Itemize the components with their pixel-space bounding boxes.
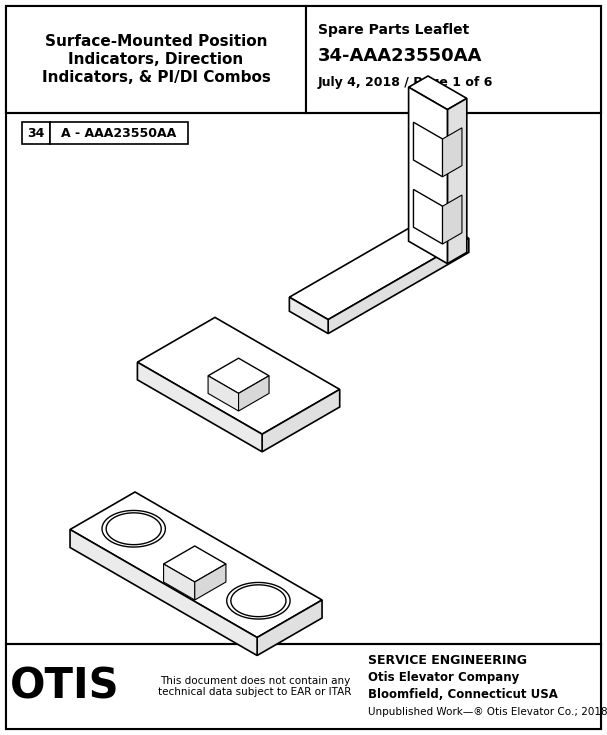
Polygon shape bbox=[208, 376, 239, 411]
Text: This document does not contain any
technical data subject to EAR or ITAR: This document does not contain any techn… bbox=[158, 675, 351, 698]
Polygon shape bbox=[106, 513, 161, 545]
Polygon shape bbox=[290, 297, 328, 334]
Polygon shape bbox=[290, 230, 469, 334]
Polygon shape bbox=[163, 564, 195, 600]
Polygon shape bbox=[227, 582, 290, 619]
Bar bbox=[22, 122, 50, 144]
Text: 34: 34 bbox=[27, 126, 45, 140]
Text: Spare Parts Leaflet: Spare Parts Leaflet bbox=[318, 23, 469, 37]
Polygon shape bbox=[163, 546, 226, 582]
Text: A - AAA23550AA: A - AAA23550AA bbox=[61, 126, 177, 140]
Polygon shape bbox=[409, 87, 447, 264]
Polygon shape bbox=[137, 318, 340, 434]
Bar bbox=[306, 6, 601, 113]
Text: SERVICE ENGINEERING: SERVICE ENGINEERING bbox=[368, 653, 527, 667]
Polygon shape bbox=[447, 98, 467, 264]
Text: Indicators, & PI/DI Combos: Indicators, & PI/DI Combos bbox=[41, 70, 271, 85]
Polygon shape bbox=[70, 492, 322, 637]
Text: 34-AAA23550AA: 34-AAA23550AA bbox=[318, 47, 483, 65]
Polygon shape bbox=[262, 390, 340, 452]
Polygon shape bbox=[231, 585, 286, 617]
Polygon shape bbox=[409, 76, 467, 110]
Polygon shape bbox=[413, 190, 443, 244]
Polygon shape bbox=[137, 362, 262, 452]
Polygon shape bbox=[208, 358, 269, 393]
Polygon shape bbox=[413, 122, 443, 177]
Text: Indicators, Direction: Indicators, Direction bbox=[69, 52, 243, 67]
Polygon shape bbox=[195, 564, 226, 600]
Text: Otis Elevator Company: Otis Elevator Company bbox=[368, 670, 519, 684]
Polygon shape bbox=[239, 376, 269, 411]
Polygon shape bbox=[443, 128, 462, 177]
Bar bbox=[6, 644, 601, 729]
Polygon shape bbox=[328, 238, 469, 334]
Text: July 4, 2018 / Page 1 of 6: July 4, 2018 / Page 1 of 6 bbox=[318, 76, 493, 88]
Polygon shape bbox=[290, 216, 469, 320]
Text: Unpublished Work—® Otis Elevator Co.; 2018: Unpublished Work—® Otis Elevator Co.; 20… bbox=[368, 707, 607, 717]
Text: Bloomfield, Connecticut USA: Bloomfield, Connecticut USA bbox=[368, 687, 558, 700]
Polygon shape bbox=[443, 195, 462, 244]
Text: OTIS: OTIS bbox=[10, 665, 120, 708]
Polygon shape bbox=[70, 529, 257, 656]
Bar bbox=[6, 6, 306, 113]
Text: Surface-Mounted Position: Surface-Mounted Position bbox=[45, 34, 267, 49]
Bar bbox=[50, 122, 188, 144]
Polygon shape bbox=[257, 600, 322, 656]
Polygon shape bbox=[102, 511, 165, 547]
